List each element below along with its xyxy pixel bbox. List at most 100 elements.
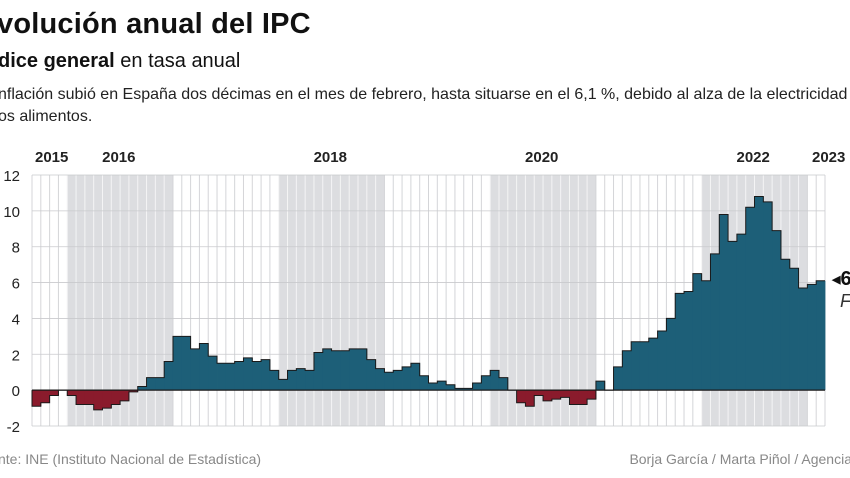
bar <box>516 390 526 403</box>
bar <box>666 318 676 391</box>
bar <box>49 390 59 396</box>
bar <box>578 390 588 405</box>
bar <box>772 230 782 391</box>
bar <box>728 241 738 391</box>
bar <box>252 361 262 391</box>
year-label-2022: 2022 <box>737 149 770 166</box>
bar <box>525 390 535 407</box>
bar <box>155 377 165 391</box>
bar <box>375 368 385 391</box>
y-tick-label: 4 <box>12 311 20 328</box>
bar <box>190 348 200 391</box>
y-tick-label: 6 <box>12 276 20 293</box>
bar <box>93 390 103 410</box>
year-label-2018: 2018 <box>314 149 347 166</box>
subtitle-bold: dice general <box>0 50 115 72</box>
bar <box>719 214 729 391</box>
annotation-value-text: 6 <box>840 268 850 290</box>
bar <box>305 370 315 391</box>
credit-note: Borja García / Marta Piñol / Agencia <box>629 451 850 467</box>
bar <box>349 348 359 391</box>
annotation-value: ◀6 <box>832 268 850 291</box>
bar <box>102 390 112 409</box>
bar <box>780 259 791 391</box>
y-tick-label: 8 <box>12 240 20 257</box>
bar <box>736 234 747 391</box>
bar <box>32 390 42 407</box>
bar <box>146 377 156 391</box>
bar <box>543 390 553 401</box>
bar <box>534 390 544 396</box>
bar <box>322 348 332 391</box>
bar <box>446 384 456 391</box>
y-tick-label: -2 <box>7 419 20 436</box>
bar <box>675 293 685 391</box>
subtitle-rest: en tasa anual <box>114 50 241 72</box>
bar <box>551 390 562 400</box>
bar <box>587 390 597 400</box>
bar <box>657 330 667 391</box>
bar <box>234 361 244 391</box>
bar <box>798 287 808 391</box>
bar <box>40 390 51 403</box>
bar <box>208 356 218 391</box>
bar <box>631 341 641 391</box>
description-line-1: nflación subió en España dos décimas en … <box>0 86 848 103</box>
bar <box>278 379 288 391</box>
bar <box>684 291 694 391</box>
bar <box>816 280 826 391</box>
bar <box>763 201 773 391</box>
bar <box>692 273 703 391</box>
bar <box>463 388 473 391</box>
bar <box>217 363 227 391</box>
bar <box>84 390 95 405</box>
y-tick-label: 10 <box>3 204 20 221</box>
bar <box>454 388 465 391</box>
description-line-2: os alimentos. <box>0 108 93 125</box>
bar <box>358 348 368 391</box>
bar <box>76 390 86 405</box>
y-tick-label: 12 <box>3 168 20 185</box>
source-note: nte: INE (Instituto Nacional de Estadíst… <box>0 451 262 467</box>
y-tick-label: 2 <box>12 347 20 364</box>
bar <box>807 284 817 391</box>
bar <box>710 253 720 391</box>
bar <box>789 268 799 391</box>
bar <box>419 375 429 391</box>
chart-subtitle: dice general en tasa anual <box>0 50 240 73</box>
bar <box>402 366 412 391</box>
bar <box>243 357 253 391</box>
bar <box>472 382 482 391</box>
bar <box>181 336 191 391</box>
series-outline <box>31 196 825 411</box>
annotation-label: F <box>840 291 850 311</box>
bar <box>410 363 421 391</box>
bar <box>622 350 632 391</box>
bar <box>340 350 350 391</box>
bar <box>111 390 121 405</box>
bar <box>569 390 579 405</box>
bar <box>128 390 139 392</box>
bar <box>393 370 403 391</box>
bar <box>481 375 491 391</box>
bar <box>269 370 280 391</box>
bar <box>137 386 147 391</box>
bar <box>437 381 447 391</box>
pointer-icon: ◀ <box>832 274 841 287</box>
year-label-2016: 2016 <box>102 149 135 166</box>
description: nflación subió en España dos décimas en … <box>0 84 847 128</box>
bar <box>560 390 570 398</box>
bar <box>164 361 174 391</box>
bar <box>613 366 623 391</box>
bar <box>67 390 77 396</box>
bar <box>384 372 394 391</box>
bar <box>199 343 209 391</box>
year-label-2023: 2023 <box>812 149 845 166</box>
bar <box>172 336 183 391</box>
bar <box>313 352 324 391</box>
bar <box>490 370 500 391</box>
bar <box>120 390 130 401</box>
year-label-2015: 2015 <box>35 149 68 166</box>
bar <box>287 370 297 391</box>
